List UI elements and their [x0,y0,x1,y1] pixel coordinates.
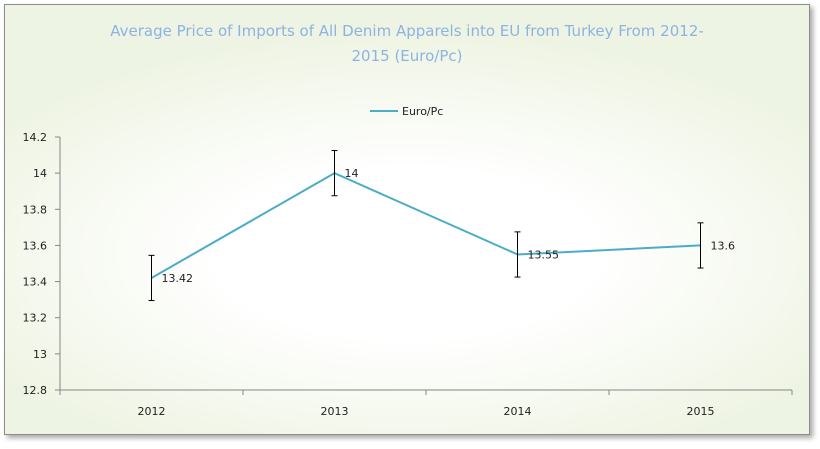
data-label: 13.42 [162,272,194,285]
y-tick-label: 13.6 [23,239,48,252]
y-tick-label: 13 [33,348,47,361]
chart-legend: Euro/Pc [370,103,443,119]
x-tick-label: 2013 [321,405,349,418]
chart-title: Average Price of Imports of All Denim Ap… [60,19,754,69]
y-tick-label: 12.8 [23,384,48,397]
chart-title-line-2: 2015 (Euro/Pc) [351,47,463,65]
data-label: 13.6 [711,239,736,252]
y-tick-label: 13.8 [23,203,48,216]
data-label: 13.55 [528,248,560,261]
y-tick-label: 14 [33,167,47,180]
data-label: 14 [345,167,359,180]
legend-swatch-euro-pc [370,110,398,112]
x-tick-label: 2014 [504,405,532,418]
y-tick-label: 14.2 [23,131,48,144]
y-tick-label: 13.2 [23,312,48,325]
x-tick-label: 2015 [687,405,715,418]
chart-title-line-1: Average Price of Imports of All Denim Ap… [110,22,704,40]
legend-label-euro-pc: Euro/Pc [402,104,444,118]
y-tick-label: 13.4 [23,276,48,289]
series-line-euro-pc [151,172,701,279]
x-tick-label: 2012 [138,405,166,418]
chart-frame [4,4,810,435]
